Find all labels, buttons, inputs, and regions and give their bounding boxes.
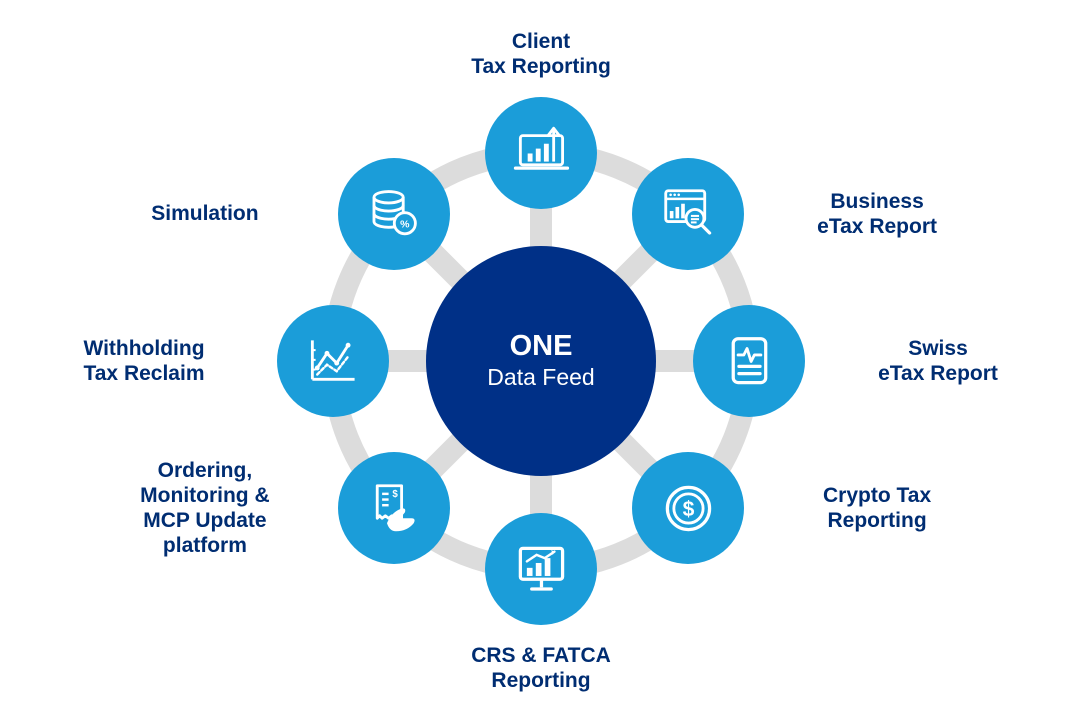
label-swiss-etax: SwisseTax Report — [833, 336, 1043, 386]
monitor-chart-icon — [509, 537, 574, 602]
label-withholding: WithholdingTax Reclaim — [39, 336, 249, 386]
node-swiss-etax — [693, 305, 805, 417]
label-crs-fatca: CRS & FATCAReporting — [436, 643, 646, 693]
node-ordering — [338, 452, 450, 564]
node-business-etax — [632, 158, 744, 270]
center-subtitle: Data Feed — [487, 364, 594, 391]
node-withholding — [277, 305, 389, 417]
center-title: ONE — [510, 331, 573, 363]
laptop-chart-icon — [509, 121, 574, 186]
label-client-tax: ClientTax Reporting — [436, 29, 646, 79]
node-crypto-tax — [632, 452, 744, 564]
report-magnify-icon — [656, 181, 721, 246]
line-chart-icon — [301, 329, 366, 394]
node-crs-fatca — [485, 513, 597, 625]
dollar-coin-icon — [656, 476, 721, 541]
label-ordering: Ordering,Monitoring &MCP Updateplatform — [100, 458, 310, 559]
label-crypto-tax: Crypto TaxReporting — [772, 483, 982, 533]
diagram-stage: ONE Data Feed ClientTax Reporting Busines… — [0, 0, 1083, 722]
node-simulation — [338, 158, 450, 270]
node-client-tax — [485, 97, 597, 209]
label-simulation: Simulation — [100, 201, 310, 226]
document-pulse-icon — [717, 329, 782, 394]
label-business-etax: BusinesseTax Report — [772, 189, 982, 239]
receipt-hand-icon — [361, 476, 426, 541]
center-node: ONE Data Feed — [426, 246, 656, 476]
coin-stack-pct-icon — [361, 181, 426, 246]
